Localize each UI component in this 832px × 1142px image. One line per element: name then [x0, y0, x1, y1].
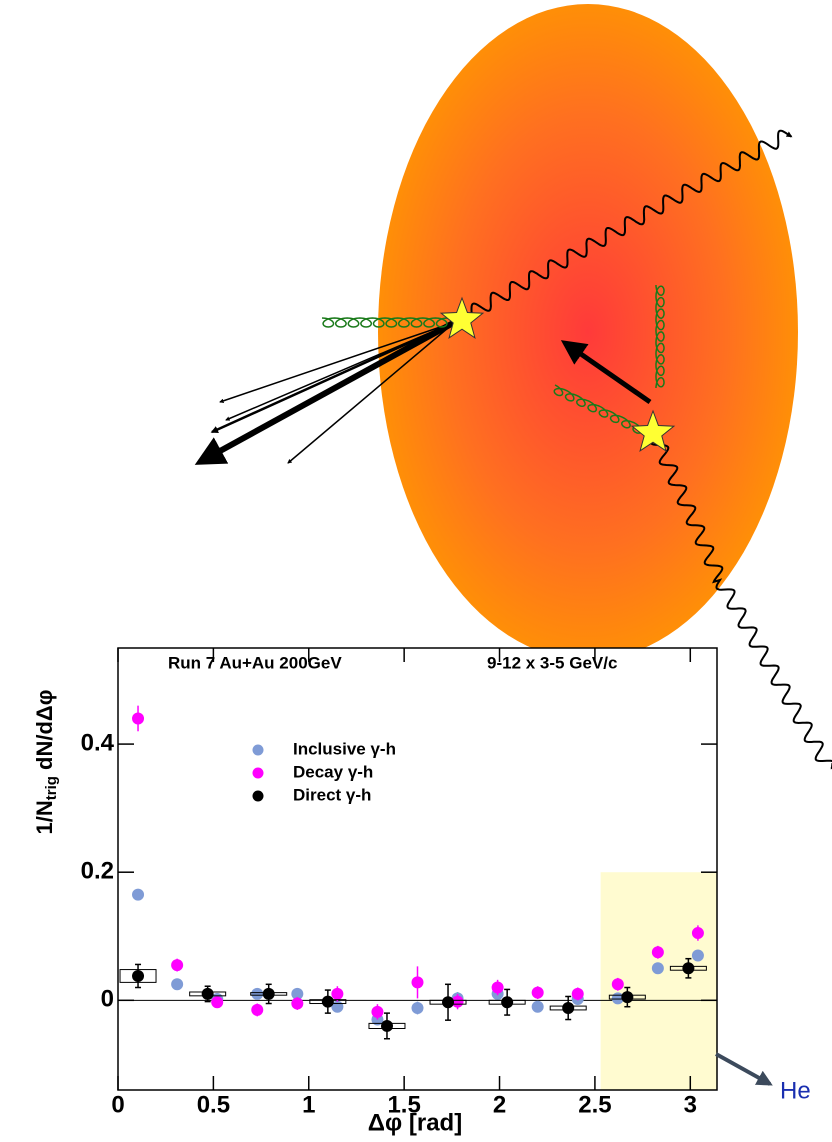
chart-subtitle: 9-12 x 3-5 GeV/c [487, 653, 617, 672]
legend-marker [253, 791, 264, 802]
point [132, 889, 144, 901]
y-tick-label: 0.2 [81, 858, 114, 885]
point [371, 1006, 383, 1018]
legend-marker [253, 768, 264, 779]
x-tick-label: 0.5 [197, 1091, 230, 1118]
point [263, 988, 275, 1000]
point [652, 962, 664, 974]
y-axis-label-part: trig [43, 776, 60, 800]
point [381, 1020, 393, 1032]
point [442, 996, 454, 1008]
annotation-arrow [716, 1054, 770, 1084]
point [412, 976, 424, 988]
point [171, 959, 183, 971]
legend-label: Inclusive γ-h [293, 739, 396, 758]
y-tick-label: 0 [101, 986, 114, 1013]
y-tick-label: 0.4 [81, 729, 115, 756]
point [572, 988, 584, 1000]
y-axis-label-part: dN/dΔφ [32, 690, 57, 777]
legend-label: Decay γ-h [293, 762, 373, 781]
chart-title: Run 7 Au+Au 200GeV [168, 653, 342, 672]
point [692, 949, 704, 961]
point [331, 988, 343, 1000]
x-tick-label: 3 [684, 1091, 697, 1118]
point [251, 1004, 263, 1016]
point [251, 988, 263, 1000]
y-axis-label-part: 1/N [32, 800, 57, 834]
legend-marker [253, 745, 264, 756]
point [692, 927, 704, 939]
point [132, 970, 144, 982]
point [621, 991, 633, 1003]
point [202, 988, 214, 1000]
x-tick-label: 0 [111, 1091, 124, 1118]
point [652, 946, 664, 958]
point [532, 987, 544, 999]
x-tick-label: 1 [302, 1091, 315, 1118]
x-tick-label: 2 [493, 1091, 506, 1118]
x-axis-label: Δφ [rad] [368, 1109, 462, 1136]
x-tick-label: 2.5 [578, 1091, 611, 1118]
legend-label: Direct γ-h [293, 785, 371, 804]
point [612, 978, 624, 990]
annotation: He [780, 1077, 811, 1104]
point [171, 978, 183, 990]
point [532, 1001, 544, 1013]
point [501, 996, 513, 1008]
y-axis-label: 1/Ntrig dN/dΔφ [32, 690, 60, 835]
point [492, 982, 504, 994]
figure: 00.511.522.5300.20.4Inclusive γ-hDecay γ… [0, 0, 832, 1137]
point [211, 996, 223, 1008]
point [291, 998, 303, 1010]
point [322, 996, 334, 1008]
point [562, 1002, 574, 1014]
point [132, 712, 144, 724]
point [412, 1002, 424, 1014]
page: {"chart_data": {"type": "scatter", "titl… [0, 0, 832, 1137]
point [682, 962, 694, 974]
